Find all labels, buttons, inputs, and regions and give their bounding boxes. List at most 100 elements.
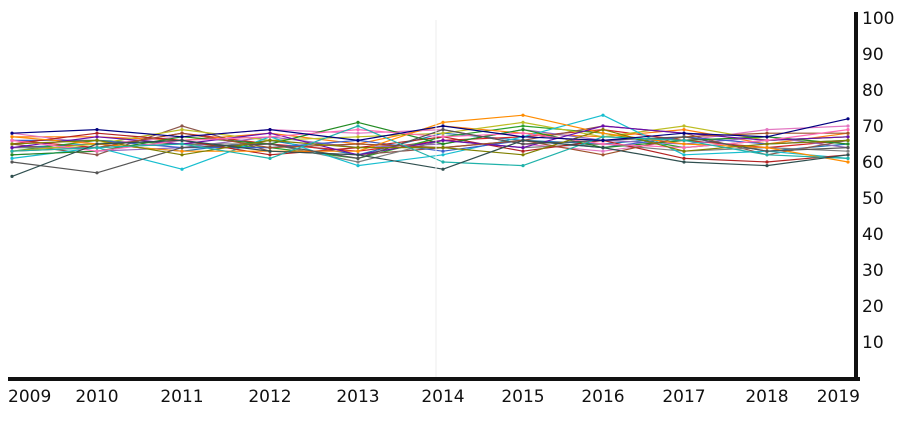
series-22-point-2012: [268, 149, 272, 153]
series-9-point-2015: [521, 120, 525, 124]
series-11-point-2014: [441, 149, 445, 153]
x-tick-label-2010: 2010: [75, 387, 118, 407]
y-tick-label-90: 90: [862, 45, 884, 65]
series-15-point-2010: [95, 135, 99, 139]
series-22-point-2018: [765, 164, 769, 168]
series-7-point-2018: [765, 128, 769, 132]
series-22-point-2016: [601, 146, 605, 150]
series-15-point-2019: [846, 135, 850, 139]
x-tick-label-2013: 2013: [336, 387, 379, 407]
y-tick-label-10: 10: [862, 333, 884, 353]
series-14-point-2013: [356, 149, 360, 153]
series-22-point-2015: [521, 138, 525, 142]
series-19-point-2016: [601, 128, 605, 132]
series-15-point-2016: [601, 124, 605, 128]
series-12-point-2017: [682, 156, 686, 160]
series-17-point-2013: [356, 128, 360, 132]
series-14-point-2009: [10, 135, 14, 139]
series-18-point-2019: [846, 146, 850, 150]
series-17-point-2010: [95, 149, 99, 153]
series-13-point-2009: [10, 153, 14, 157]
series-6-point-2010: [95, 153, 99, 157]
series-9-point-2014: [441, 131, 445, 135]
x-tick-label-2012: 2012: [248, 387, 291, 407]
series-13-point-2014: [441, 142, 445, 146]
series-19-point-2019: [846, 138, 850, 142]
series-14-point-2018: [765, 146, 769, 150]
series-12-point-2015: [521, 149, 525, 153]
series-15-point-2009: [10, 146, 14, 150]
series-22-point-2011: [180, 138, 184, 142]
series-10-point-2013: [356, 164, 360, 168]
series-14-point-2019: [846, 160, 850, 164]
series-17-point-2019: [846, 128, 850, 132]
series-15-point-2015: [521, 146, 525, 150]
series-19-point-2011: [180, 153, 184, 157]
series-21-point-2011: [180, 135, 184, 139]
series-19-point-2014: [441, 146, 445, 150]
series-10-point-2014: [441, 153, 445, 157]
series-12-point-2018: [765, 160, 769, 164]
series-17-point-2009: [10, 138, 14, 142]
series-19-point-2009: [10, 142, 14, 146]
series-17-point-2015: [521, 131, 525, 135]
series-16-point-2012: [268, 146, 272, 150]
y-tick-label-50: 50: [862, 189, 884, 209]
x-tick-label-2011: 2011: [160, 387, 203, 407]
series-12-point-2010: [95, 131, 99, 135]
series-19-point-2013: [356, 146, 360, 150]
series-13-point-2013: [356, 120, 360, 124]
series-8-point-2019: [846, 149, 850, 153]
series-20-point-2014: [441, 160, 445, 164]
series-20-point-2016: [601, 135, 605, 139]
series-19-point-2012: [268, 138, 272, 142]
series-21-point-2012: [268, 128, 272, 132]
y-tick-label-70: 70: [862, 117, 884, 137]
y-tick-label-60: 60: [862, 153, 884, 173]
y-tick-label-20: 20: [862, 297, 884, 317]
series-20-point-2009: [10, 149, 14, 153]
series-17-point-2016: [601, 142, 605, 146]
series-18-point-2014: [441, 128, 445, 132]
series-20-point-2018: [765, 153, 769, 157]
series-21-point-2013: [356, 138, 360, 142]
series-18-point-2015: [521, 142, 525, 146]
series-13-point-2015: [521, 128, 525, 132]
x-tick-label-2015: 2015: [501, 387, 544, 407]
series-22-point-2010: [95, 142, 99, 146]
series-18-point-2017: [682, 135, 686, 139]
series-layer: [10, 113, 850, 178]
series-19-point-2010: [95, 138, 99, 142]
series-9-point-2013: [356, 135, 360, 139]
series-19-point-2017: [682, 149, 686, 153]
series-22-point-2009: [10, 174, 14, 178]
series-22-point-2014: [441, 167, 445, 171]
series-14-point-2016: [601, 131, 605, 135]
series-14-point-2017: [682, 142, 686, 146]
x-tick-label-2016: 2016: [581, 387, 624, 407]
series-9-point-2011: [180, 128, 184, 132]
series-17-point-2014: [441, 135, 445, 139]
y-tick-label-100: 100: [862, 9, 894, 29]
series-20-point-2017: [682, 138, 686, 142]
series-21-point-2018: [765, 135, 769, 139]
series-18-point-2013: [356, 156, 360, 160]
series-22-point-2017: [682, 160, 686, 164]
series-21-point-2017: [682, 131, 686, 135]
series-10-point-2017: [682, 153, 686, 157]
series-4-point-2017: [682, 128, 686, 132]
series-21-point-2016: [601, 138, 605, 142]
series-6-point-2011: [180, 124, 184, 128]
series-20-point-2019: [846, 156, 850, 160]
series-10-point-2011: [180, 167, 184, 171]
x-tick-label-2009: 2009: [8, 387, 51, 407]
y-tick-label-80: 80: [862, 81, 884, 101]
series-10-point-2009: [10, 156, 14, 160]
series-12-point-2012: [268, 153, 272, 157]
series-21-point-2014: [441, 124, 445, 128]
series-14-point-2011: [180, 149, 184, 153]
series-20-point-2013: [356, 124, 360, 128]
x-tick-label-2017: 2017: [662, 387, 705, 407]
series-22-point-2013: [356, 153, 360, 157]
